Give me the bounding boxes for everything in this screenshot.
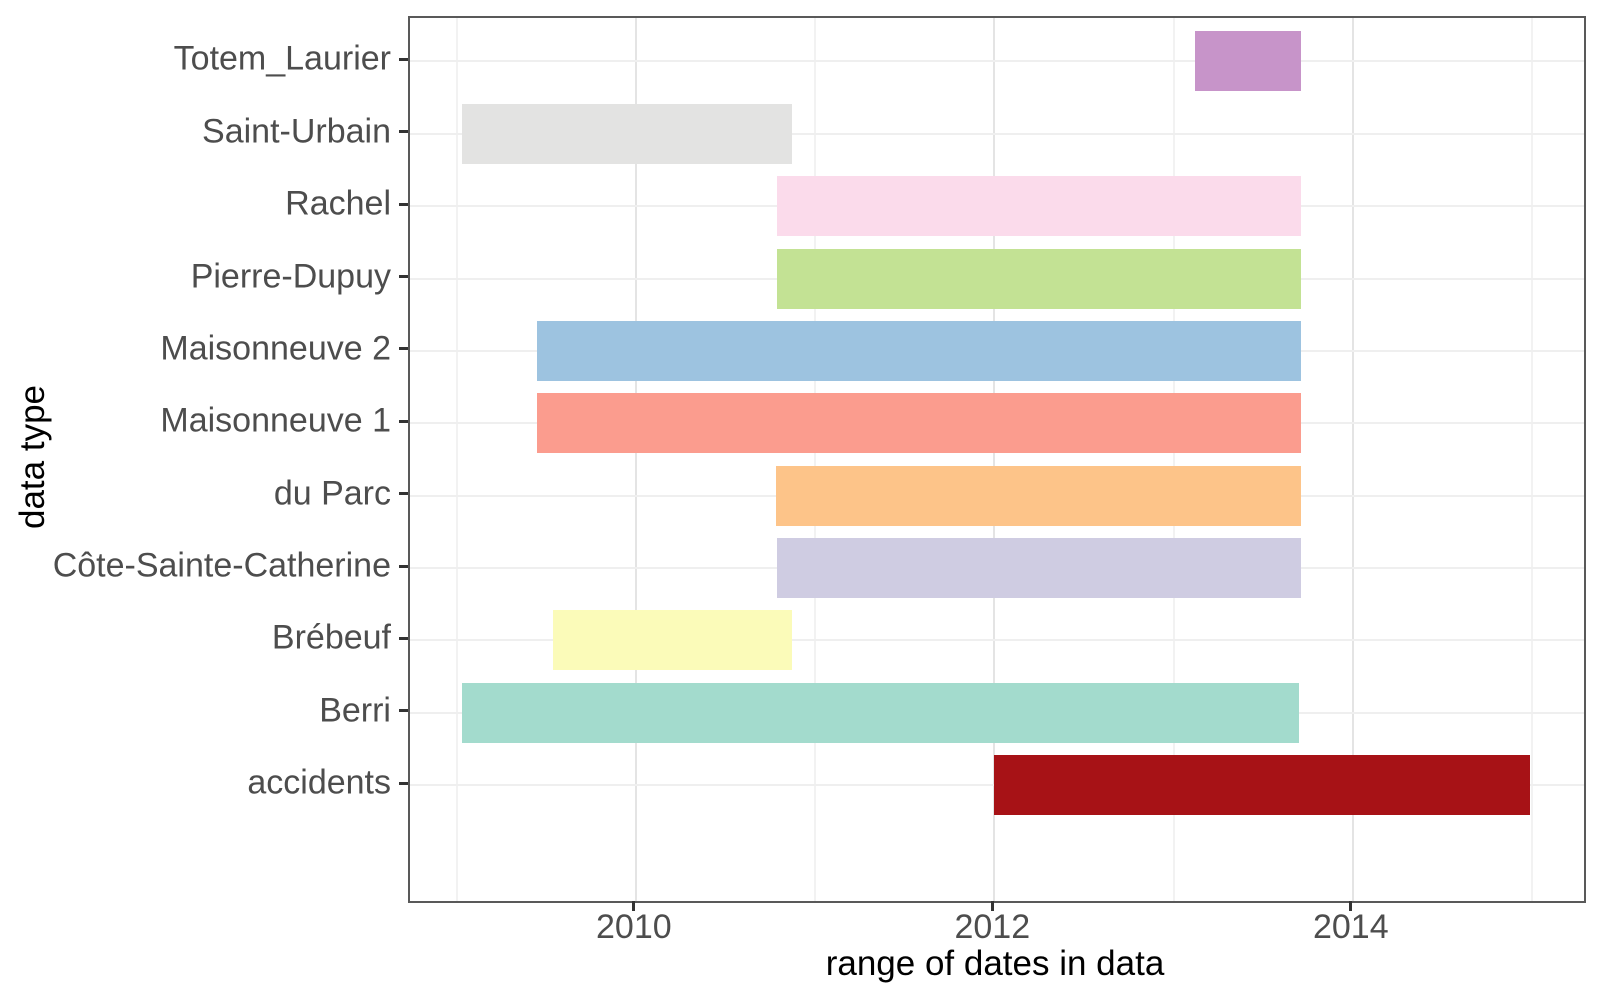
bar-Maisonneuve 1 <box>537 393 1301 454</box>
y-tick-label-Pierre-Dupuy: Pierre-Dupuy <box>190 257 391 296</box>
y-tick-label-Brébeuf: Brébeuf <box>271 618 391 657</box>
y-tick <box>399 202 408 206</box>
bar-Totem_Laurier <box>1195 31 1301 92</box>
y-tick-label-du Parc: du Parc <box>273 474 391 513</box>
bar-Brébeuf <box>553 610 792 671</box>
y-tick <box>399 57 408 61</box>
bar-Saint-Urbain <box>461 103 792 164</box>
x-tick-label-2014: 2014 <box>1312 908 1389 946</box>
y-tick <box>399 636 408 640</box>
y-tick-label-Rachel: Rachel <box>285 184 391 223</box>
bar-Pierre-Dupuy <box>777 248 1301 309</box>
bar-Rachel <box>777 176 1301 237</box>
gridline-minor-2009 <box>455 18 458 901</box>
y-tick-label-Côte-Sainte-Catherine: Côte-Sainte-Catherine <box>52 546 391 585</box>
gridline-row <box>410 60 1584 63</box>
y-tick <box>399 419 408 423</box>
y-tick-label-Saint-Urbain: Saint-Urbain <box>202 112 391 151</box>
y-tick-label-accidents: accidents <box>247 763 391 802</box>
y-tick-label-Berri: Berri <box>319 691 391 730</box>
y-tick <box>399 492 408 496</box>
plot-panel <box>408 16 1586 903</box>
gridline-major-2010 <box>634 18 637 901</box>
x-tick-label-2012: 2012 <box>954 908 1031 946</box>
bar-Maisonneuve 2 <box>537 320 1301 381</box>
y-tick-label-Maisonneuve 1: Maisonneuve 1 <box>160 401 391 440</box>
gridline-major-2012 <box>993 18 996 901</box>
y-tick <box>399 275 408 279</box>
gridline-minor-2011 <box>814 18 817 901</box>
y-tick-label-Maisonneuve 2: Maisonneuve 2 <box>160 329 391 368</box>
bar-Côte-Sainte-Catherine <box>777 538 1301 599</box>
y-tick <box>399 130 408 134</box>
gridline-minor-2015 <box>1531 18 1534 901</box>
x-tick <box>1349 901 1353 911</box>
bar-du Parc <box>775 465 1301 526</box>
y-tick-label-Totem_Laurier: Totem_Laurier <box>173 39 391 78</box>
gridline-minor-2013 <box>1172 18 1175 901</box>
x-axis-title: range of dates in data <box>825 944 1165 983</box>
bar-accidents <box>994 755 1531 816</box>
x-tick <box>990 901 994 911</box>
gridline-major-2014 <box>1351 18 1354 901</box>
y-tick <box>399 781 408 785</box>
y-tick <box>399 347 408 351</box>
bar-Berri <box>461 682 1299 743</box>
x-tick-label-2010: 2010 <box>596 908 672 946</box>
y-axis-title: data type <box>13 385 52 529</box>
gridline-row <box>410 132 1584 135</box>
y-tick <box>399 564 408 568</box>
gridline-row <box>410 639 1584 642</box>
x-tick <box>632 901 636 911</box>
y-tick <box>399 709 408 713</box>
